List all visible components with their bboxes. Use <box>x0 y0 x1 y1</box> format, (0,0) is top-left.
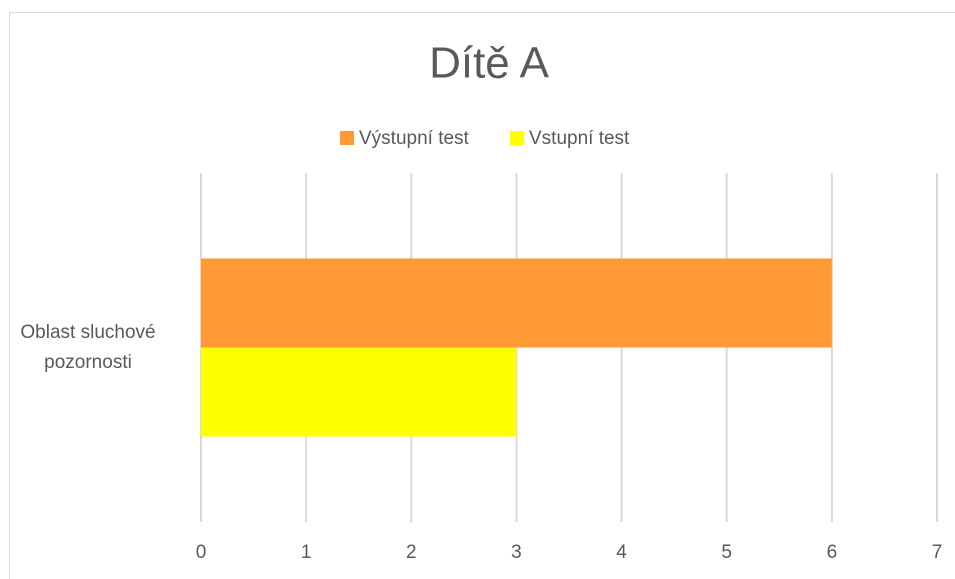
x-tick-label: 2 <box>406 542 417 563</box>
x-tick-label: 3 <box>511 542 522 563</box>
legend-swatch <box>340 131 354 145</box>
category-label: Oblast sluchové pozornosti <box>20 322 156 373</box>
legend-label: Výstupní test <box>359 128 470 149</box>
x-tick-label: 4 <box>616 542 627 563</box>
x-tick-label: 1 <box>301 542 312 563</box>
legend-label: Vstupní test <box>529 128 630 149</box>
bar <box>201 258 832 348</box>
legend-swatch <box>510 131 524 145</box>
chart-title: Dítě A <box>429 39 549 88</box>
bar <box>201 347 517 437</box>
x-tick-label: 5 <box>721 542 732 563</box>
x-tick-label: 7 <box>932 542 943 563</box>
x-tick-label: 0 <box>196 542 207 563</box>
x-tick-label: 6 <box>827 542 838 563</box>
